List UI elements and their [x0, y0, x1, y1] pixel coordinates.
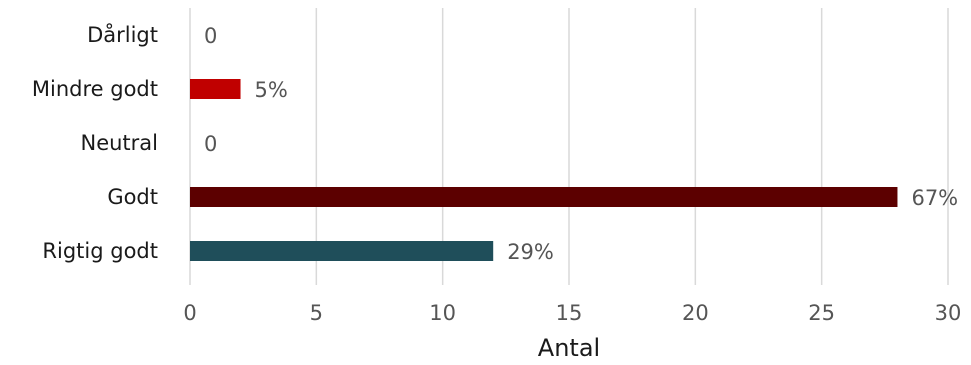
x-tick-labels: 0 5 10 15 20 25 30: [183, 301, 961, 325]
x-tick-label-15: 15: [556, 301, 583, 325]
data-label-1: 5%: [255, 78, 288, 102]
data-label-3: 67%: [911, 186, 958, 210]
data-labels: 0 5% 0 67% 29%: [204, 24, 958, 264]
bar-3: [190, 187, 898, 207]
bar-4: [190, 241, 494, 261]
category-label-0: Dårligt: [87, 22, 158, 47]
category-label-2: Neutral: [80, 131, 158, 155]
x-tick-label-5: 5: [310, 301, 323, 325]
x-tick-label-10: 10: [429, 301, 456, 325]
data-label-0: 0: [204, 24, 217, 48]
x-tick-label-20: 20: [682, 301, 709, 325]
category-label-4: Rigtig godt: [42, 239, 158, 263]
x-axis-title: Antal: [538, 334, 600, 362]
category-labels: Dårligt Mindre godt Neutral Godt Rigtig godt: [32, 22, 158, 263]
category-label-3: Godt: [107, 185, 158, 209]
bar-1: [190, 79, 241, 99]
data-label-4: 29%: [507, 240, 554, 264]
x-tick-label-25: 25: [808, 301, 835, 325]
grid-lines: [189, 8, 949, 285]
category-label-1: Mindre godt: [32, 77, 158, 101]
x-tick-label-0: 0: [183, 301, 196, 325]
bars: [190, 79, 898, 261]
data-label-2: 0: [204, 132, 217, 156]
x-tick-label-30: 30: [935, 301, 962, 325]
